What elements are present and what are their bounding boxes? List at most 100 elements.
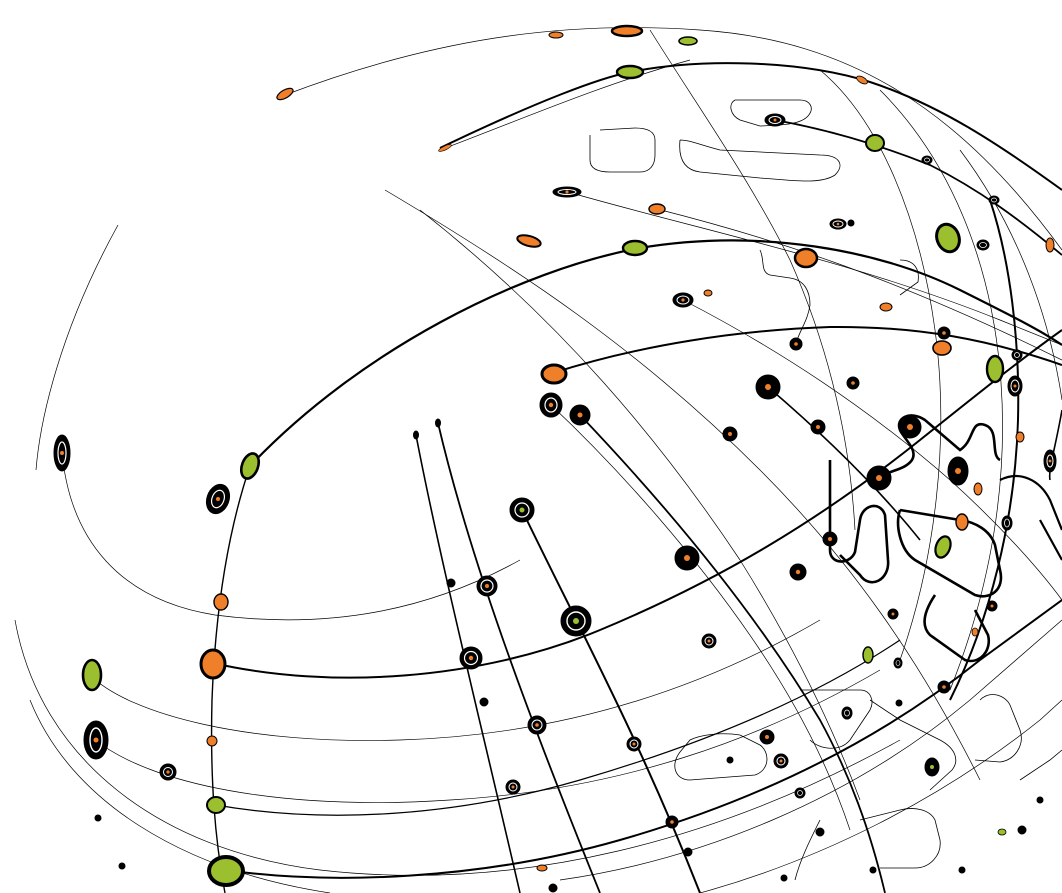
- green-node: [207, 855, 245, 887]
- right-squiggle-1: [828, 460, 890, 584]
- small-black-node: [118, 862, 126, 870]
- small-black-node: [815, 827, 825, 837]
- orange-node: [932, 340, 952, 356]
- orange-node: [536, 864, 548, 872]
- diagonal-line-2: [419, 209, 861, 801]
- black-green-node: [509, 497, 535, 523]
- ring-orange-node: [527, 715, 547, 735]
- vertical-line-2: [437, 422, 601, 893]
- black-orange-node: [722, 426, 738, 442]
- green-node: [81, 658, 103, 692]
- small-black-node: [1036, 796, 1044, 804]
- ring-orange-node: [1043, 449, 1057, 473]
- left-lower-arc-3: [14, 619, 901, 876]
- circuit-trace-lower-4: [974, 694, 1022, 763]
- ring-orange-node: [841, 706, 853, 720]
- middle-arc: [552, 325, 1062, 374]
- black-orange-node: [674, 545, 700, 571]
- orange-node: [856, 75, 868, 85]
- lower-right-arc-2: [699, 699, 1062, 893]
- outer-globe-arc: [35, 224, 119, 471]
- black-orange-node: [898, 415, 922, 439]
- ring-orange-node: [701, 633, 717, 649]
- circuit-trace-lower-6: [794, 819, 821, 881]
- thick-network-lines: [210, 62, 1062, 893]
- black-orange-node: [789, 337, 803, 351]
- small-black-node: [548, 883, 558, 893]
- small-black-node: [780, 874, 788, 882]
- orange-node: [703, 289, 713, 297]
- orange-node: [213, 593, 229, 611]
- ring-orange-node: [459, 646, 483, 670]
- black-orange-node: [665, 815, 679, 829]
- ring-orange-node: [53, 434, 71, 472]
- vertical-line-1: [415, 434, 521, 893]
- ring-orange-node: [159, 763, 177, 781]
- green-node: [865, 134, 885, 152]
- green-node: [985, 354, 1005, 384]
- meridian-right-3: [959, 149, 1062, 401]
- ring-orange-node: [205, 483, 231, 515]
- orange-node: [438, 144, 452, 152]
- circuit-trace-lower-1: [674, 733, 768, 781]
- ring-orange-node: [764, 113, 786, 127]
- lower-equator: [224, 599, 1062, 879]
- ring-orange-node: [794, 787, 806, 799]
- diagonal-line-5: [682, 299, 1062, 601]
- left-lower-arc-2: [94, 669, 881, 803]
- orange-node: [973, 482, 983, 496]
- green-node: [239, 452, 261, 480]
- green-node: [934, 535, 952, 559]
- green-node: [678, 36, 698, 46]
- orange-node: [199, 648, 227, 680]
- circuit-trace-mid: [759, 249, 811, 344]
- green-node: [615, 64, 645, 80]
- ring-orange-node: [829, 218, 847, 230]
- orange-node: [610, 24, 644, 38]
- ring-orange-node: [83, 720, 109, 760]
- small-black-node: [895, 699, 903, 707]
- green-node: [997, 828, 1007, 836]
- left-lower-arc-1: [89, 619, 821, 741]
- circuit-trace-lower-5: [859, 808, 941, 869]
- ring-orange-node: [773, 753, 789, 769]
- orange-node: [540, 363, 568, 385]
- black-orange-node: [947, 456, 969, 486]
- black-orange-node: [887, 608, 899, 620]
- circuit-trace-lower-2: [800, 689, 873, 749]
- ring-orange-node: [893, 657, 903, 669]
- right-squiggle-3: [896, 508, 1003, 598]
- upper-latitude-arc: [439, 62, 1062, 191]
- right-squiggle-5: [999, 475, 1062, 531]
- right-squiggle-4: [923, 594, 991, 663]
- diagonal-thick-1: [579, 414, 886, 893]
- left-lower-arc-4: [29, 699, 331, 893]
- black-orange-node: [569, 404, 591, 426]
- diagonal-thick-2: [767, 386, 921, 541]
- black-orange-node: [846, 376, 860, 390]
- green-node: [621, 239, 649, 257]
- black-orange-node: [810, 419, 826, 435]
- black-orange-node: [759, 729, 775, 745]
- green-node: [862, 646, 874, 664]
- diagonal-line-3: [567, 191, 1062, 346]
- ring-orange-node: [552, 186, 582, 198]
- meridian-center: [649, 29, 856, 531]
- orange-node: [793, 247, 819, 269]
- black-orange-node: [937, 680, 951, 694]
- orange-node: [879, 302, 893, 312]
- network-nodes: [53, 24, 1057, 893]
- green-node: [206, 796, 226, 814]
- circuit-trace-lower-3: [869, 699, 957, 791]
- ring-orange-node: [476, 575, 498, 597]
- diagonal-line-6: [550, 404, 851, 831]
- black-green-node: [560, 605, 592, 637]
- ring-orange-node: [976, 239, 990, 251]
- black-orange-node: [986, 600, 998, 612]
- orange-node: [516, 234, 542, 248]
- black-green-node: [924, 757, 940, 777]
- diagonal-line-1: [384, 189, 981, 781]
- orange-node: [955, 513, 969, 531]
- diagonal-line-4: [656, 208, 1062, 361]
- ring-orange-node: [1007, 375, 1023, 397]
